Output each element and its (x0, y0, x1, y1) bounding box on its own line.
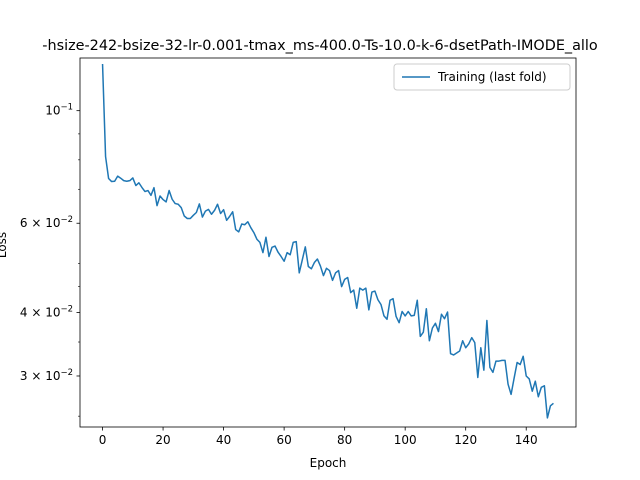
y-tick-base: 3 × 10 (20, 369, 61, 383)
y-tick-label: 6 × 10−2 (20, 215, 73, 230)
y-tick-base: 10 (45, 104, 60, 118)
y-tick-label: 3 × 10−2 (20, 368, 73, 383)
y-tick-exponent: −1 (60, 103, 73, 113)
chart-title: -hsize-242-bsize-32-lr-0.001-tmax_ms-400… (42, 38, 598, 54)
y-tick-exponent: −2 (60, 215, 73, 225)
x-tick-label: 80 (337, 433, 352, 447)
x-tick-label: 100 (394, 433, 417, 447)
y-tick-label: 4 × 10−2 (20, 305, 73, 320)
y-tick-exponent: −2 (60, 305, 73, 315)
y-axis-label: Loss (0, 232, 9, 258)
x-tick-label: 60 (276, 433, 291, 447)
x-axis: 0 20 40 60 80 100 120 140 (99, 427, 538, 447)
x-tick-label: 0 (99, 433, 107, 447)
legend-box (393, 63, 571, 91)
y-tick-exponent: −2 (60, 368, 73, 378)
y-tick-base: 6 × 10 (20, 216, 61, 230)
x-tick-label: 140 (515, 433, 538, 447)
series-line (101, 63, 554, 419)
legend: Training (last fold) (393, 63, 571, 91)
y-axis: 10−16 × 10−24 × 10−23 × 10−2 (20, 103, 80, 417)
legend-label: Training (last fold) (437, 70, 547, 84)
x-axis-label: Epoch (310, 456, 347, 470)
plot-area (80, 58, 576, 427)
plot-frame (79, 57, 577, 428)
x-tick-label: 20 (155, 433, 170, 447)
series-layer (101, 63, 554, 419)
x-tick-label: 120 (454, 433, 477, 447)
y-tick-label: 10−1 (45, 103, 73, 118)
y-tick-base: 4 × 10 (20, 306, 61, 320)
x-tick-label: 40 (216, 433, 231, 447)
